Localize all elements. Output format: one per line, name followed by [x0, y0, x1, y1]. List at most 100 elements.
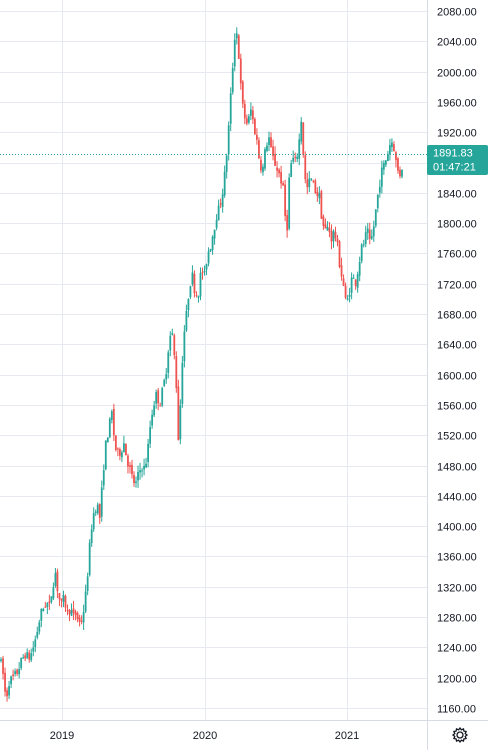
- candle-body: [284, 184, 287, 216]
- candle-body: [239, 58, 242, 84]
- y-tick-label: 1440.00: [437, 492, 477, 504]
- candle-body: [397, 158, 399, 171]
- candle-body: [171, 333, 174, 335]
- candle-body: [151, 414, 154, 426]
- candle-body: [342, 278, 345, 286]
- candle-body: [173, 335, 176, 355]
- candle-body: [211, 236, 214, 250]
- candle-body: [84, 591, 87, 612]
- candle-body: [213, 229, 216, 239]
- y-tick-label: 1800.00: [437, 219, 477, 231]
- candle-body: [374, 209, 377, 226]
- y-tick-label: 1640.00: [437, 340, 477, 352]
- candle-body: [306, 179, 309, 188]
- candle-body: [157, 390, 160, 404]
- candle-body: [326, 226, 329, 231]
- candle-body: [245, 118, 248, 124]
- candle-body: [253, 118, 256, 135]
- y-tick-label: 1320.00: [437, 583, 477, 595]
- candle-body: [376, 194, 379, 209]
- last-price-value: 1891.83: [433, 148, 473, 160]
- candle-body: [336, 238, 339, 243]
- candle-body: [258, 140, 260, 159]
- candle-body: [165, 374, 168, 380]
- candle-body: [324, 224, 327, 229]
- candle-body: [189, 286, 192, 298]
- y-tick-label: 1960.00: [437, 98, 477, 110]
- y-tick-label: 2040.00: [437, 37, 477, 49]
- candle-body: [96, 504, 99, 514]
- candle-body: [161, 388, 164, 406]
- candle-body: [175, 356, 178, 389]
- y-tick-label: 1560.00: [437, 401, 477, 413]
- candle-body: [22, 657, 25, 659]
- candle-body: [401, 169, 403, 177]
- candle-body: [123, 443, 125, 453]
- candle-body: [139, 470, 141, 473]
- candle-body: [133, 474, 135, 484]
- candle-body: [147, 443, 150, 462]
- candle-body: [308, 178, 311, 188]
- candle-body: [62, 594, 65, 603]
- candle-body: [203, 270, 206, 272]
- candle-body: [127, 455, 129, 467]
- candle-body: [104, 440, 107, 470]
- candle-body: [14, 671, 17, 675]
- candle-body: [60, 598, 63, 601]
- candle-body: [159, 405, 162, 407]
- candle-body: [74, 611, 77, 615]
- candle-body: [354, 279, 357, 287]
- candle-body: [290, 163, 293, 177]
- y-tick-label: 1680.00: [437, 310, 477, 322]
- candle-body: [322, 216, 325, 226]
- candle-body: [44, 606, 47, 608]
- bar-countdown-timer: 01:47:21: [433, 162, 476, 174]
- candle-body: [304, 155, 307, 180]
- candle-body: [26, 652, 29, 658]
- candle-body: [114, 435, 117, 450]
- candle-body: [143, 465, 145, 470]
- candle-body: [356, 274, 359, 288]
- candle-body: [16, 669, 19, 674]
- candle-body: [195, 294, 198, 296]
- candle-body: [183, 331, 186, 362]
- candle-body: [193, 273, 196, 294]
- candle-body: [112, 409, 115, 436]
- candle-body: [20, 657, 23, 669]
- candle-body: [167, 352, 170, 373]
- candle-body: [366, 228, 369, 233]
- candle-body: [219, 203, 222, 205]
- candle-body: [155, 392, 158, 404]
- candle-body: [382, 162, 385, 170]
- grid: [0, 0, 427, 720]
- y-tick-label: 1200.00: [437, 674, 477, 686]
- candle-body: [70, 610, 73, 616]
- candle-body: [270, 137, 272, 148]
- y-tick-label: 2080.00: [437, 7, 477, 19]
- candle-body: [389, 145, 391, 155]
- candle-body: [294, 156, 297, 158]
- candle-body: [251, 110, 254, 120]
- candle-body: [92, 513, 95, 530]
- candle-body: [292, 157, 295, 162]
- candle-body: [314, 180, 317, 194]
- candle-body: [241, 81, 244, 104]
- candle-body: [34, 639, 37, 648]
- candle-body: [247, 116, 250, 123]
- candle-body: [217, 205, 220, 221]
- last-price-badge: 1891.83 01:47:21: [427, 145, 488, 175]
- candle-body: [110, 411, 113, 420]
- candle-body: [38, 622, 41, 632]
- candle-body: [42, 608, 45, 611]
- candle-body: [334, 232, 337, 239]
- candle-body: [179, 405, 182, 440]
- candle-body: [362, 244, 365, 246]
- candle-body: [56, 571, 59, 592]
- candle-body: [4, 672, 6, 692]
- chart-settings-button[interactable]: [448, 723, 472, 747]
- candle-body: [24, 655, 27, 659]
- candle-body: [121, 452, 123, 458]
- candle-body: [108, 418, 111, 438]
- candle-body: [286, 215, 289, 231]
